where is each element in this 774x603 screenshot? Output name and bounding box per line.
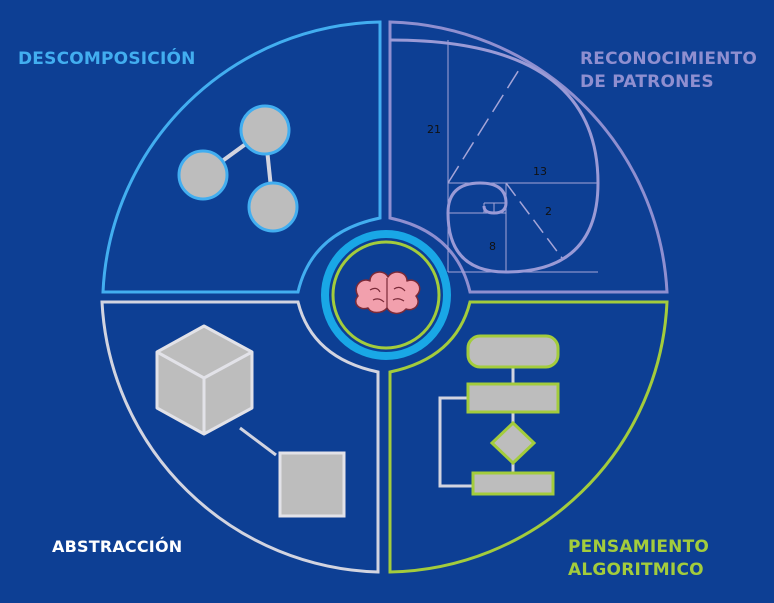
brain-icon xyxy=(355,271,421,315)
cube-to-square-icon xyxy=(155,324,346,518)
fib-number-8: 8 xyxy=(489,240,496,253)
label-decomposition: DESCOMPOSICIÓN xyxy=(18,49,196,69)
quadrant-decomposition xyxy=(101,20,382,294)
fib-number-2: 2 xyxy=(545,205,552,218)
fibonacci-spiral-icon xyxy=(389,38,600,274)
quadrant-pattern-recognition xyxy=(388,20,669,294)
flowchart-icon xyxy=(438,334,560,496)
label-algorithmic-line1: PENSAMIENTO xyxy=(568,537,710,557)
label-abstraction: ABSTRACCIÓN xyxy=(52,537,183,556)
label-algorithmic-line2: ALGORITMICO xyxy=(568,560,704,580)
label-pattern-recognition: RECONOCIMIENTO DE PATRONES xyxy=(580,48,757,94)
fib-number-21: 21 xyxy=(427,123,441,136)
label-algorithmic-thinking: PENSAMIENTO ALGORITMICO xyxy=(568,536,709,582)
quadrant-algorithmic-thinking xyxy=(388,300,669,574)
label-pattern-line2: DE PATRONES xyxy=(580,72,714,92)
quadrant-abstraction xyxy=(100,300,380,574)
fib-number-13: 13 xyxy=(533,165,547,178)
connected-nodes-icon xyxy=(177,104,299,233)
label-pattern-line1: RECONOCIMIENTO xyxy=(580,49,758,69)
